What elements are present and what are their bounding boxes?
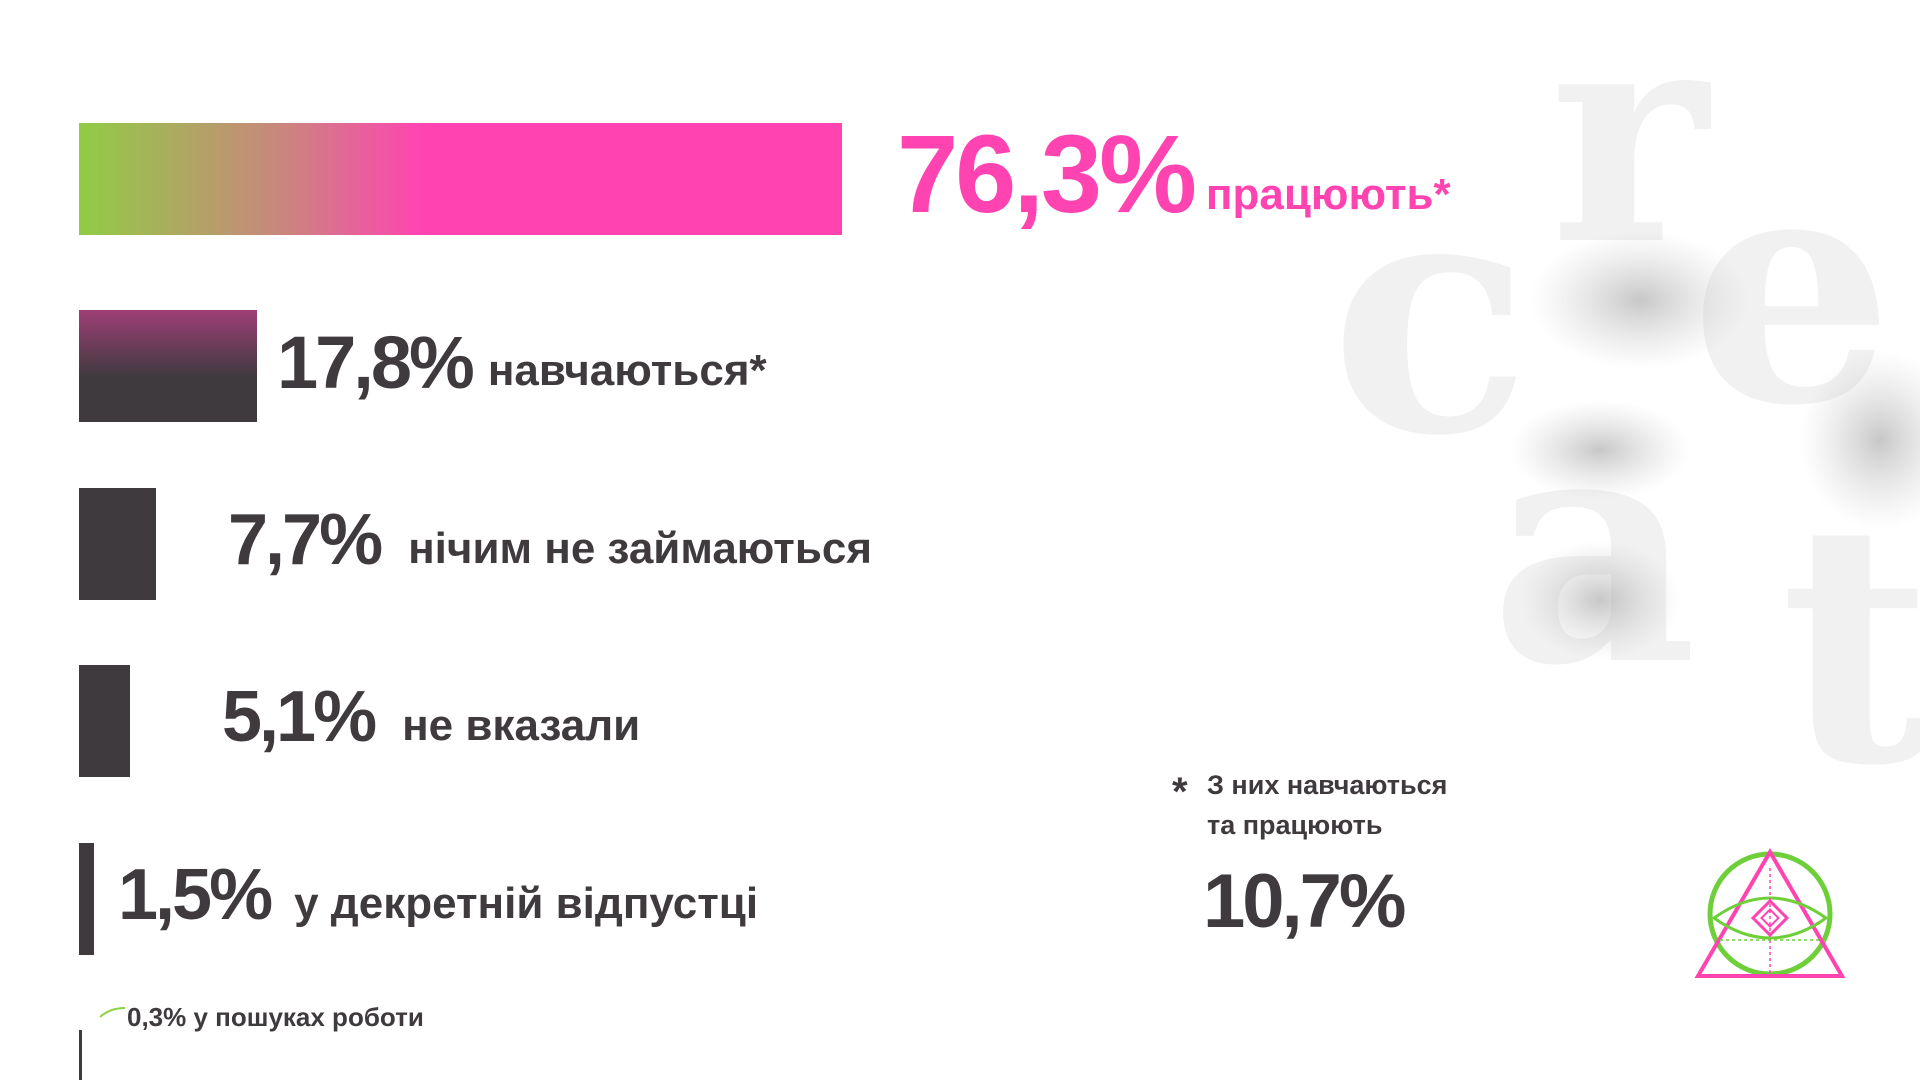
category-label-4: у декретній відпустці <box>294 879 759 929</box>
footnote-value: 10,7% <box>1203 859 1406 944</box>
footnote-marker: * <box>1172 770 1188 814</box>
bar-1-texture <box>79 310 257 378</box>
footnote-line-1: З них навчаються <box>1207 770 1448 800</box>
bar-4 <box>79 843 94 955</box>
value-label-4: 1,5% <box>118 855 273 936</box>
category-label-1: навчаються* <box>487 346 767 396</box>
value-label-1: 17,8% <box>277 321 475 405</box>
value-label-2: 7,7% <box>228 500 383 581</box>
footnote-line-2: та працюють <box>1207 810 1383 840</box>
svg-text:c: c <box>1330 120 1531 508</box>
category-label-search: у пошуках роботи <box>193 1002 424 1032</box>
small-connector-line <box>99 1007 126 1018</box>
category-label-2: нічим не займаються <box>408 524 873 574</box>
bar-2 <box>79 488 156 600</box>
eye-triangle-icon <box>1694 848 1846 978</box>
bar-0-texture <box>79 123 423 235</box>
value-label-3: 5,1% <box>222 677 377 758</box>
category-label-0: працюють* <box>1205 170 1451 220</box>
value-label-0: 76,3% <box>897 112 1197 236</box>
bar-3 <box>79 665 130 777</box>
category-label-3: не вказали <box>402 701 641 751</box>
bar-5 <box>79 1030 82 1080</box>
category-label-small: 0,3% у пошуках роботи <box>127 1002 424 1033</box>
value-label-0-3: 0,3% <box>127 1002 187 1032</box>
